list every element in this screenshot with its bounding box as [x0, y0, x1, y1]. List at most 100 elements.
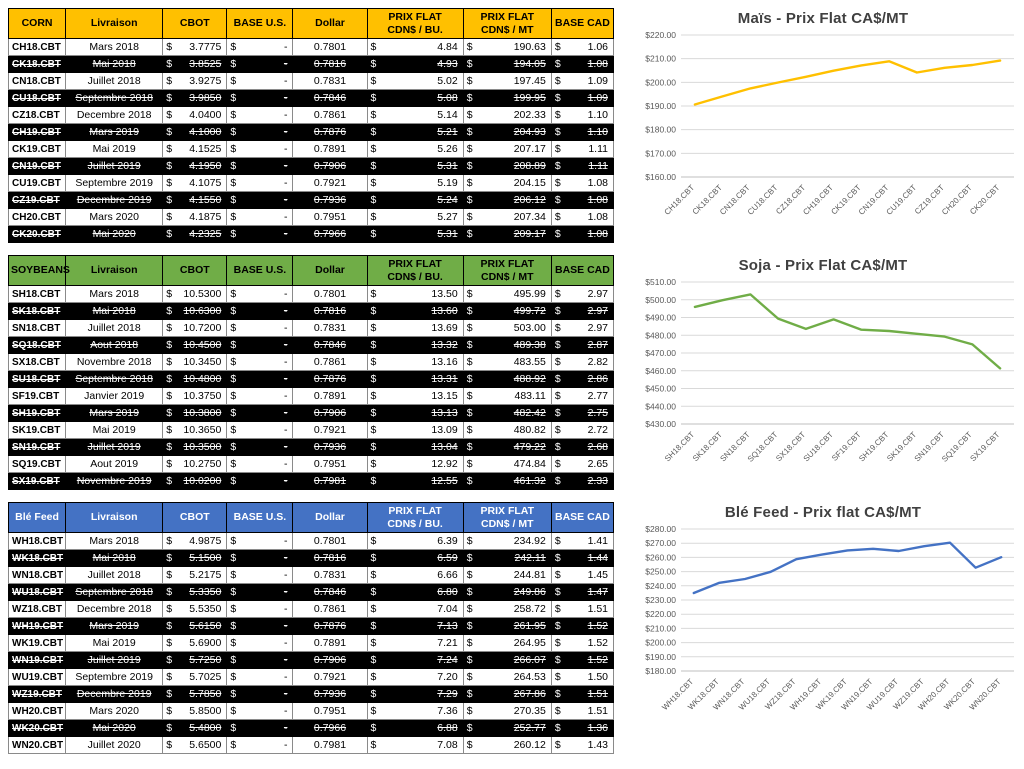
cell-ticker[interactable]: CK20.CBT [7, 225, 67, 243]
cell-livraison[interactable]: Septembre 2019 [65, 668, 164, 686]
cell-flat-bu[interactable]: $4.93 [366, 55, 464, 73]
cell-livraison[interactable]: Mars 2018 [65, 285, 164, 303]
column-header-bu[interactable]: PRIX FLAT CDN$ / BU. [366, 255, 464, 286]
cell-flat-mt[interactable]: $264.53 [462, 668, 552, 686]
cell-cbot[interactable]: $3.9275 [162, 72, 228, 90]
cell-base-cad[interactable]: $2.72 [550, 421, 615, 439]
cell-dollar[interactable]: 0.7951 [292, 208, 368, 226]
cell-base-us[interactable]: $ - [226, 285, 294, 303]
cell-base-us[interactable]: $ - [226, 685, 294, 703]
cell-base-cad[interactable]: $1.08 [550, 208, 615, 226]
cell-livraison[interactable]: Mai 2019 [65, 140, 164, 158]
cell-ticker[interactable]: CH20.CBT [7, 208, 67, 226]
cell-livraison[interactable]: Mars 2018 [65, 38, 164, 56]
cell-ticker[interactable]: CZ18.CBT [7, 106, 67, 124]
cell-dollar[interactable]: 0.7876 [292, 370, 368, 388]
column-header-ticker[interactable]: SOYBEANS [7, 255, 70, 286]
cell-livraison[interactable]: Juillet 2018 [65, 319, 164, 337]
cell-base-cad[interactable]: $1.08 [550, 55, 615, 73]
cell-flat-mt[interactable]: $495.99 [462, 285, 552, 303]
cell-cbot[interactable]: $10.3450 [162, 353, 228, 371]
column-header-livraison[interactable]: Livraison [65, 8, 164, 39]
cell-flat-mt[interactable]: $197.45 [462, 72, 552, 90]
cell-dollar[interactable]: 0.7906 [292, 651, 368, 669]
cell-dollar[interactable]: 0.7936 [292, 685, 368, 703]
cell-ticker[interactable]: WN18.CBT [7, 566, 67, 584]
cell-base-cad[interactable]: $1.44 [550, 549, 615, 567]
cell-cbot[interactable]: $10.5300 [162, 285, 228, 303]
cell-base-us[interactable]: $ - [226, 532, 294, 550]
cell-livraison[interactable]: Aout 2019 [65, 455, 164, 473]
cell-livraison[interactable]: Juillet 2019 [65, 651, 164, 669]
cell-livraison[interactable]: Aout 2018 [65, 336, 164, 354]
cell-flat-mt[interactable]: $208.89 [462, 157, 552, 175]
cell-ticker[interactable]: CH18.CBT [7, 38, 67, 56]
cell-cbot[interactable]: $5.7850 [162, 685, 228, 703]
cell-dollar[interactable]: 0.7861 [292, 106, 368, 124]
column-header-dollar[interactable]: Dollar [292, 502, 368, 533]
cell-flat-mt[interactable]: $503.00 [462, 319, 552, 337]
cell-base-us[interactable]: $ - [226, 455, 294, 473]
cell-base-us[interactable]: $ - [226, 736, 294, 754]
cell-dollar[interactable]: 0.7801 [292, 38, 368, 56]
cell-flat-mt[interactable]: $261.95 [462, 617, 552, 635]
cell-base-cad[interactable]: $2.65 [550, 455, 615, 473]
cell-livraison[interactable]: Juillet 2018 [65, 72, 164, 90]
cell-cbot[interactable]: $4.1075 [162, 174, 228, 192]
cell-flat-mt[interactable]: $483.55 [462, 353, 552, 371]
cell-dollar[interactable]: 0.7801 [292, 285, 368, 303]
cell-flat-bu[interactable]: $7.04 [366, 600, 464, 618]
column-header-livraison[interactable]: Livraison [65, 502, 164, 533]
column-header-baseus[interactable]: BASE U.S. [226, 8, 294, 39]
cell-flat-bu[interactable]: $12.55 [366, 472, 464, 490]
cell-flat-mt[interactable]: $244.81 [462, 566, 552, 584]
cell-cbot[interactable]: $3.7775 [162, 38, 228, 56]
cell-base-cad[interactable]: $2.87 [550, 336, 615, 354]
column-header-livraison[interactable]: Livraison [65, 255, 164, 286]
cell-flat-mt[interactable]: $207.17 [462, 140, 552, 158]
cell-ticker[interactable]: CN18.CBT [7, 72, 67, 90]
cell-ticker[interactable]: SN18.CBT [7, 319, 67, 337]
cell-flat-bu[interactable]: $13.32 [366, 336, 464, 354]
cell-base-us[interactable]: $ - [226, 404, 294, 422]
cell-flat-bu[interactable]: $13.60 [366, 302, 464, 320]
cell-flat-bu[interactable]: $6.59 [366, 549, 464, 567]
cell-cbot[interactable]: $3.9850 [162, 89, 228, 107]
cell-flat-bu[interactable]: $5.27 [366, 208, 464, 226]
cell-flat-mt[interactable]: $488.92 [462, 370, 552, 388]
cell-livraison[interactable]: Septembre 2018 [65, 583, 164, 601]
column-header-basecad[interactable]: BASE CAD [550, 255, 615, 286]
cell-base-us[interactable]: $ - [226, 140, 294, 158]
cell-ticker[interactable]: SF19.CBT [7, 387, 67, 405]
cell-ticker[interactable]: SX18.CBT [7, 353, 67, 371]
cell-dollar[interactable]: 0.7951 [292, 455, 368, 473]
cell-cbot[interactable]: $5.4800 [162, 719, 228, 737]
cell-cbot[interactable]: $5.7250 [162, 651, 228, 669]
cell-base-cad[interactable]: $1.52 [550, 634, 615, 652]
column-header-baseus[interactable]: BASE U.S. [226, 502, 294, 533]
cell-flat-bu[interactable]: $13.31 [366, 370, 464, 388]
cell-base-cad[interactable]: $1.47 [550, 583, 615, 601]
cell-base-cad[interactable]: $1.52 [550, 617, 615, 635]
cell-livraison[interactable]: Mars 2018 [65, 532, 164, 550]
cell-base-cad[interactable]: $2.97 [550, 285, 615, 303]
cell-flat-mt[interactable]: $252.77 [462, 719, 552, 737]
cell-base-us[interactable]: $ - [226, 38, 294, 56]
column-header-mt[interactable]: PRIX FLAT CDN$ / MT [462, 502, 552, 533]
cell-livraison[interactable]: Septembre 2018 [65, 89, 164, 107]
cell-livraison[interactable]: Septembre 2019 [65, 174, 164, 192]
cell-flat-bu[interactable]: $4.84 [366, 38, 464, 56]
cell-ticker[interactable]: CU19.CBT [7, 174, 67, 192]
cell-base-cad[interactable]: $1.52 [550, 651, 615, 669]
cell-base-us[interactable]: $ - [226, 668, 294, 686]
cell-dollar[interactable]: 0.7846 [292, 336, 368, 354]
cell-livraison[interactable]: Mars 2019 [65, 617, 164, 635]
cell-flat-bu[interactable]: $6.66 [366, 566, 464, 584]
cell-ticker[interactable]: CK18.CBT [7, 55, 67, 73]
cell-base-us[interactable]: $ - [226, 106, 294, 124]
cell-flat-bu[interactable]: $13.13 [366, 404, 464, 422]
cell-base-us[interactable]: $ - [226, 302, 294, 320]
cell-ticker[interactable]: SQ19.CBT [7, 455, 67, 473]
cell-ticker[interactable]: WU18.CBT [7, 583, 67, 601]
cell-ticker[interactable]: SN19.CBT [7, 438, 67, 456]
